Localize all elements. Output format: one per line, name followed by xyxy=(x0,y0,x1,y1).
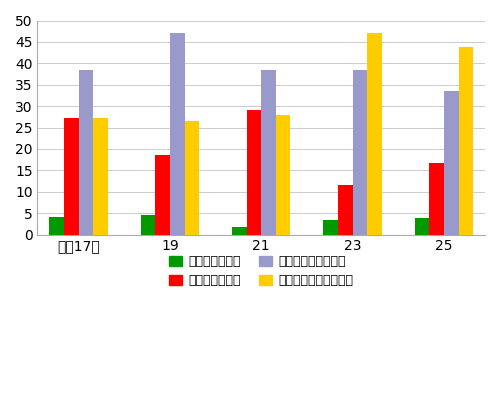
Bar xyxy=(156,155,170,235)
Legend: よく知っている, 多少知っている, あまりよく知らない, まったく知らなかった: よく知っている, 多少知っている, あまりよく知らない, まったく知らなかった xyxy=(164,250,358,292)
Bar xyxy=(430,164,444,235)
Bar xyxy=(324,221,338,235)
Bar xyxy=(78,70,93,235)
Bar xyxy=(232,227,246,235)
Bar xyxy=(444,91,458,235)
Bar xyxy=(414,218,430,235)
Bar xyxy=(367,33,382,235)
Bar xyxy=(140,215,156,235)
Bar xyxy=(184,121,199,235)
Bar xyxy=(261,70,276,235)
Bar xyxy=(352,70,367,235)
Bar xyxy=(50,217,64,235)
Bar xyxy=(276,115,290,235)
Bar xyxy=(170,33,184,235)
Bar xyxy=(93,118,108,235)
Bar xyxy=(338,185,352,235)
Bar xyxy=(64,118,78,235)
Bar xyxy=(246,110,261,235)
Bar xyxy=(458,47,473,235)
